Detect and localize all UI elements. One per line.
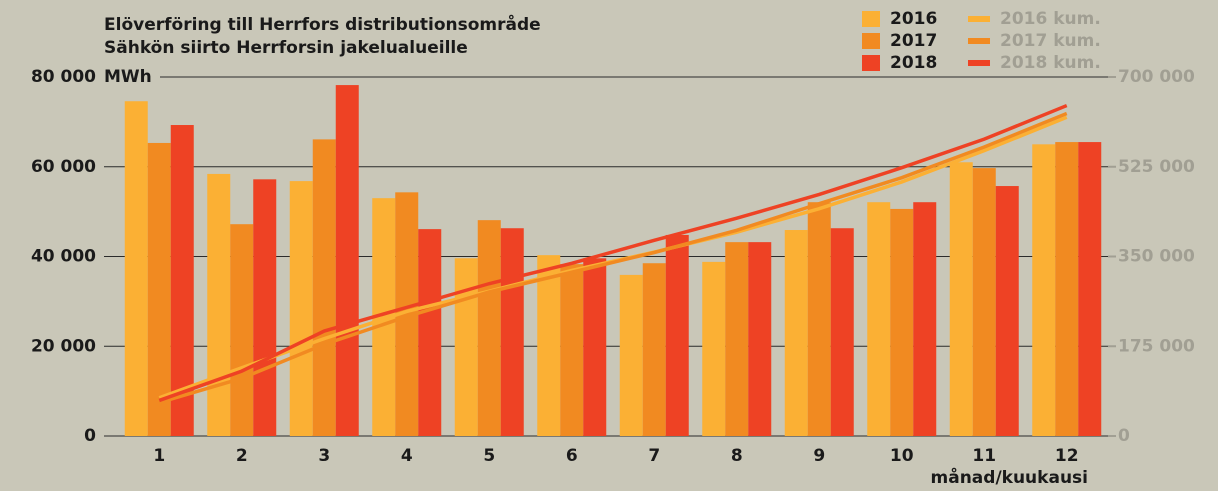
bar [560, 264, 584, 436]
chart-title: Elöverföring till Herrfors distributions… [104, 13, 541, 35]
y-tick-label: 20 000 [31, 336, 96, 356]
y2-tick-label: 350 000 [1118, 247, 1195, 267]
x-tick-label: 8 [731, 446, 743, 466]
bar [147, 142, 171, 436]
legend-label: 2017 [890, 31, 937, 51]
bar [312, 139, 336, 436]
legend-swatch [968, 16, 990, 22]
y-tick-label: 60 000 [31, 157, 96, 177]
x-tick-label: 9 [813, 446, 825, 466]
y2-tick-label: 0 [1118, 426, 1130, 446]
y-axis-label: MWh [104, 67, 152, 87]
bar [619, 274, 643, 436]
legend-swatch [862, 11, 880, 27]
bar [784, 230, 808, 436]
bar [1078, 142, 1102, 436]
bar [170, 125, 194, 437]
bar [395, 192, 419, 436]
legend-swatch [968, 38, 990, 44]
bar [230, 224, 254, 436]
bar [537, 255, 561, 436]
legend-label: 2018 kum. [1000, 53, 1101, 73]
x-tick-label: 7 [648, 446, 660, 466]
bar [867, 202, 891, 436]
bar [289, 181, 313, 436]
y2-tick-label: 700 000 [1118, 67, 1195, 87]
y-tick-label: 0 [84, 426, 96, 446]
bar [1055, 142, 1079, 436]
bar [207, 173, 231, 436]
y-tick-label: 80 000 [31, 67, 96, 87]
bar [972, 168, 996, 436]
legend-label: 2017 kum. [1000, 31, 1101, 51]
bar [949, 162, 973, 436]
bar [890, 208, 914, 436]
y2-tick-label: 175 000 [1118, 336, 1195, 356]
x-tick-label: 12 [1055, 446, 1079, 466]
bar [500, 228, 524, 436]
x-tick-label: 1 [153, 446, 165, 466]
x-tick-label: 4 [401, 446, 413, 466]
x-tick-label: 11 [972, 446, 996, 466]
bar [124, 101, 148, 437]
legend-swatch [862, 33, 880, 49]
legend-swatch [968, 60, 990, 66]
x-tick-label: 3 [318, 446, 330, 466]
bar [665, 234, 689, 436]
x-tick-label: 2 [236, 446, 248, 466]
bar [1032, 144, 1056, 436]
legend-label: 2016 [890, 9, 937, 29]
x-axis-label: månad/kuukausi [931, 466, 1088, 488]
y2-tick-label: 525 000 [1118, 157, 1195, 177]
bar [807, 202, 831, 436]
bar [702, 261, 726, 436]
bar [335, 85, 359, 436]
legend-label: 2018 [890, 53, 937, 73]
bar [372, 198, 396, 436]
x-tick-label: 10 [890, 446, 914, 466]
bar [454, 258, 478, 436]
bar [995, 186, 1019, 436]
bar [418, 229, 442, 436]
x-tick-label: 6 [566, 446, 578, 466]
legend-swatch [862, 55, 880, 71]
bar [913, 202, 937, 436]
bar [253, 179, 277, 436]
bar [830, 228, 854, 436]
bar [642, 263, 666, 436]
bar [725, 242, 749, 436]
bar [748, 242, 772, 436]
legend-label: 2016 kum. [1000, 9, 1101, 29]
cumulative-line [158, 103, 1068, 403]
y-tick-label: 40 000 [31, 247, 96, 267]
x-tick-label: 5 [483, 446, 495, 466]
chart-subtitle: Sähkön siirto Herrforsin jakelualueille [104, 38, 468, 58]
bar [477, 220, 501, 436]
bar [583, 258, 607, 436]
cumulative-line [158, 111, 1068, 405]
